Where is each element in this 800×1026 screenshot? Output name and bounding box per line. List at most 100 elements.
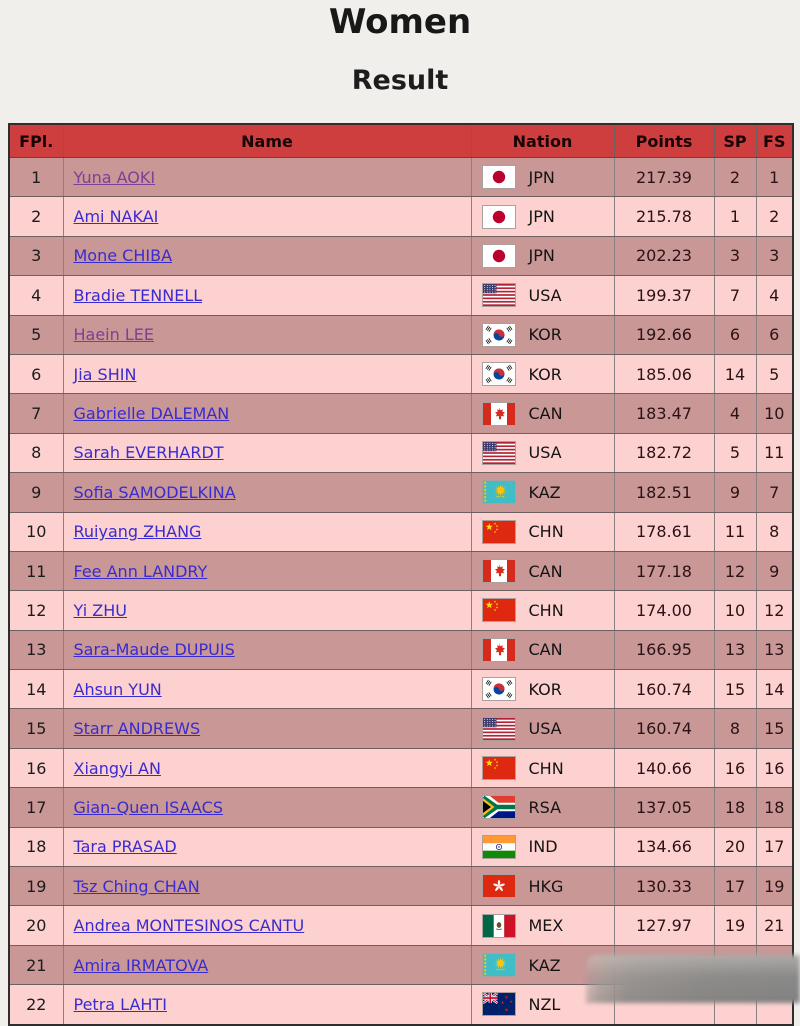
table-row: 17 Gian-Quen ISAACS RSA 137.05 18 18 <box>8 787 794 828</box>
nation-cell: CAN <box>470 629 615 671</box>
points-cell: 160.74 <box>613 708 715 749</box>
flag-icon <box>481 283 516 308</box>
rank-cell: 11 <box>8 550 64 592</box>
skater-link[interactable]: Sara-Maude DUPUIS <box>73 640 235 660</box>
points-cell: 215.78 <box>613 196 715 237</box>
skater-link[interactable]: Ahsun YUN <box>73 679 162 699</box>
nation-code: KAZ <box>528 482 561 502</box>
col-header-sp: SP <box>713 124 757 158</box>
rank-cell: 10 <box>8 511 64 552</box>
skater-link[interactable]: Yi ZHU <box>73 600 127 620</box>
fs-cell: 10 <box>755 393 794 434</box>
flag-icon <box>481 440 516 465</box>
fs-cell: 14 <box>755 669 794 710</box>
sp-cell: 11 <box>713 511 757 552</box>
points-cell: 174.00 <box>613 590 715 631</box>
sp-cell: 20 <box>713 826 757 868</box>
flag-icon <box>481 913 516 938</box>
rank-cell: 4 <box>8 275 64 316</box>
sp-cell: 19 <box>713 905 757 946</box>
flag-icon <box>481 322 516 347</box>
skater-link[interactable]: Sofia SAMODELKINA <box>73 482 236 502</box>
points-cell: 127.97 <box>613 905 715 946</box>
fs-cell: 17 <box>755 826 794 868</box>
sp-cell: 9 <box>713 472 757 513</box>
points-cell: 192.66 <box>613 314 715 355</box>
flag-icon <box>481 165 516 190</box>
skater-link[interactable]: Sarah EVERHARDT <box>73 443 224 463</box>
nation-code: KAZ <box>528 955 561 975</box>
flag-icon <box>481 756 516 781</box>
sp-cell: 6 <box>713 314 757 355</box>
rank-cell: 13 <box>8 629 64 671</box>
redaction-overlay <box>586 955 800 1003</box>
fs-cell: 19 <box>755 866 794 907</box>
nation-code: MEX <box>528 916 564 936</box>
skater-link[interactable]: Bradie TENNELL <box>73 285 203 305</box>
table-row: 20 Andrea MONTESINOS CANTU MEX 127.97 19… <box>8 905 794 946</box>
points-cell: 166.95 <box>613 629 715 671</box>
rank-cell: 22 <box>8 984 64 1026</box>
nation-code: USA <box>528 285 562 305</box>
nation-code: USA <box>528 443 562 463</box>
nation-cell: HKG <box>470 866 615 907</box>
skater-link[interactable]: Gabrielle DALEMAN <box>73 404 230 424</box>
nation-cell: CHN <box>470 590 615 631</box>
skater-link[interactable]: Amira IRMATOVA <box>73 955 209 975</box>
col-header-fpl: FPl. <box>8 124 64 158</box>
fs-cell: 8 <box>755 511 794 552</box>
sp-cell: 2 <box>713 156 757 198</box>
nation-cell: CHN <box>470 511 615 552</box>
fs-cell: 5 <box>755 353 794 395</box>
nation-code: HKG <box>528 876 564 896</box>
skater-link[interactable]: Tsz Ching CHAN <box>73 876 200 896</box>
skater-link[interactable]: Andrea MONTESINOS CANTU <box>73 916 305 936</box>
table-row: 4 Bradie TENNELL USA 199.37 7 4 <box>8 275 794 316</box>
sp-cell: 1 <box>713 196 757 237</box>
flag-icon <box>481 795 516 820</box>
nation-code: CHN <box>528 758 564 778</box>
flag-icon <box>481 519 516 544</box>
skater-link[interactable]: Gian-Quen ISAACS <box>73 797 224 817</box>
skater-link[interactable]: Petra LAHTI <box>73 994 167 1014</box>
skater-link[interactable]: Yuna AOKI <box>73 167 156 187</box>
fs-cell: 15 <box>755 708 794 749</box>
fs-cell: 4 <box>755 275 794 316</box>
skater-link[interactable]: Haein LEE <box>73 325 154 345</box>
skater-link[interactable]: Ami NAKAI <box>73 207 159 227</box>
skater-link[interactable]: Starr ANDREWS <box>73 719 201 739</box>
nation-code: NZL <box>528 994 561 1014</box>
sp-cell: 13 <box>713 629 757 671</box>
rank-cell: 5 <box>8 314 64 355</box>
table-row: 2 Ami NAKAI JPN 215.78 1 2 <box>8 196 794 237</box>
nation-cell: KOR <box>470 353 615 395</box>
fs-cell: 21 <box>755 905 794 946</box>
flag-icon <box>481 716 516 741</box>
nation-cell: IND <box>470 826 615 868</box>
nation-cell: KOR <box>470 669 615 710</box>
nation-cell: USA <box>470 432 615 474</box>
skater-link[interactable]: Tara PRASAD <box>73 837 177 857</box>
skater-link[interactable]: Fee Ann LANDRY <box>73 561 208 581</box>
fs-cell: 3 <box>755 235 794 277</box>
nation-cell: RSA <box>470 787 615 828</box>
nation-cell: KOR <box>470 314 615 355</box>
flag-icon <box>481 677 516 702</box>
rank-cell: 20 <box>8 905 64 946</box>
col-header-nation: Nation <box>470 124 615 158</box>
nation-code: KOR <box>528 679 562 699</box>
results-table: FPl. Name Nation Points SP FS 1 Yuna AOK… <box>8 123 794 1026</box>
skater-link[interactable]: Mone CHIBA <box>73 246 173 266</box>
page-subtitle: Result <box>351 65 449 97</box>
table-row: 14 Ahsun YUN KOR 160.74 15 14 <box>8 669 794 710</box>
points-cell: 217.39 <box>613 156 715 198</box>
skater-link[interactable]: Ruiyang ZHANG <box>73 522 202 542</box>
fs-cell: 2 <box>755 196 794 237</box>
skater-link[interactable]: Xiangyi AN <box>73 758 161 778</box>
skater-link[interactable]: Jia SHIN <box>73 364 137 384</box>
table-row: 1 Yuna AOKI JPN 217.39 2 1 <box>8 156 794 198</box>
points-cell: 182.51 <box>613 472 715 513</box>
nation-cell: CAN <box>470 550 615 592</box>
nation-cell: CHN <box>470 747 615 789</box>
table-row: 16 Xiangyi AN CHN 140.66 16 16 <box>8 747 794 789</box>
